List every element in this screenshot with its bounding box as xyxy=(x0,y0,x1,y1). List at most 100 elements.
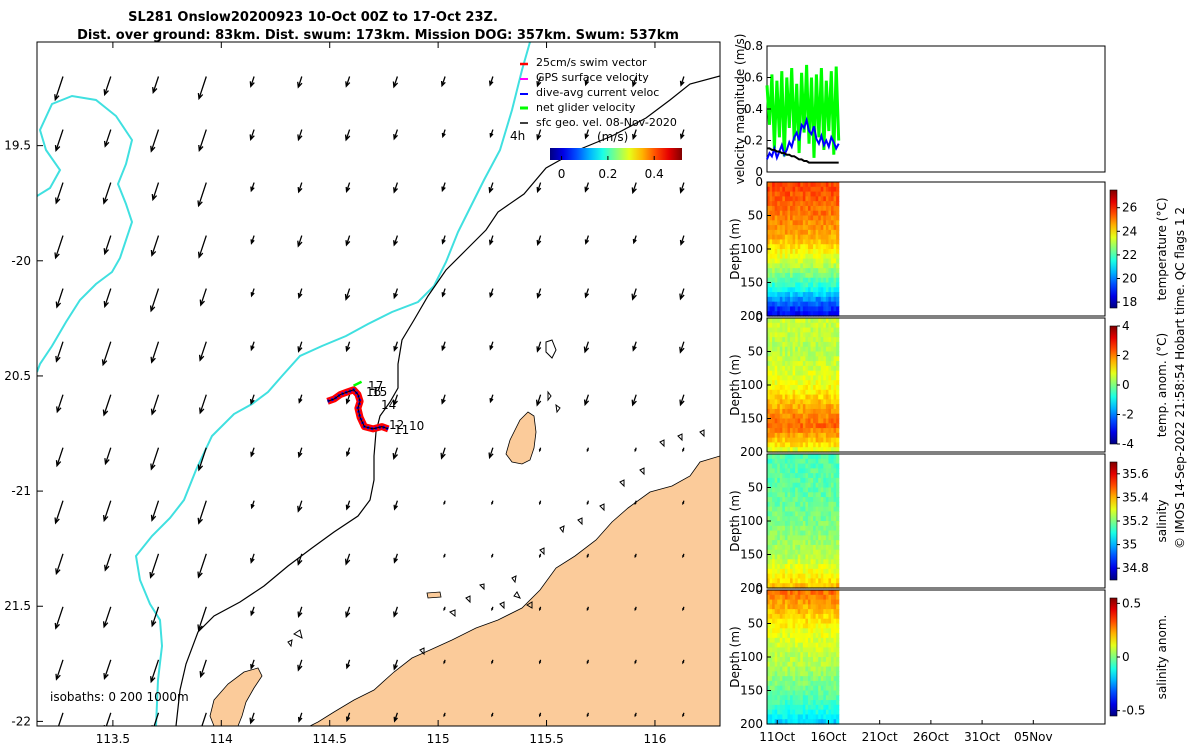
colorbar-tick-label: 18 xyxy=(1122,295,1137,309)
flow-vector xyxy=(634,659,637,665)
heatmap-cell xyxy=(836,428,840,434)
heatmap-cell xyxy=(825,322,830,329)
heatmap-cell xyxy=(831,210,835,217)
heatmap-cell xyxy=(807,327,812,333)
heatmap-cell xyxy=(823,196,827,202)
heatmap-cell xyxy=(815,647,819,653)
flow-vector xyxy=(345,182,351,194)
heatmap-cell xyxy=(772,229,776,236)
heatmap-cell xyxy=(831,432,835,439)
heatmap-cell xyxy=(820,637,824,644)
heatmap-cell xyxy=(784,618,789,625)
heatmap-cell xyxy=(836,234,840,241)
flow-vector xyxy=(679,235,685,246)
heatmap-cell xyxy=(831,657,835,663)
heatmap-cell xyxy=(810,719,814,725)
heatmap-cell xyxy=(805,215,809,221)
heatmap-cell xyxy=(800,186,804,193)
heatmap-cell xyxy=(779,268,783,274)
heatmap-cell xyxy=(818,380,822,386)
heatmap-cell xyxy=(790,609,794,615)
heatmap-cell xyxy=(802,487,807,493)
heatmap-cell xyxy=(836,618,840,625)
heatmap-cell xyxy=(833,282,837,288)
flow-vector xyxy=(197,235,207,259)
heatmap-cell xyxy=(802,642,807,649)
heatmap-cell xyxy=(823,501,827,508)
heatmap-cell xyxy=(782,477,786,484)
flow-vector xyxy=(634,447,637,453)
heatmap-cell xyxy=(802,709,807,716)
heatmap-cell xyxy=(787,719,791,725)
heatmap-cell xyxy=(787,186,791,193)
heatmap-cell xyxy=(795,437,799,444)
flow-vector xyxy=(440,76,446,88)
heatmap-cell xyxy=(805,482,809,489)
heatmap-cell xyxy=(779,428,783,434)
heatmap-cell xyxy=(769,568,773,575)
heatmap-cell xyxy=(772,700,776,706)
flow-vector xyxy=(297,182,303,194)
heatmap-cell xyxy=(805,506,809,513)
heatmap-cell xyxy=(774,535,778,541)
heatmap-cell xyxy=(831,346,835,353)
heatmap-cell xyxy=(818,253,822,260)
heatmap-cell xyxy=(831,590,835,596)
heatmap-cell xyxy=(807,661,812,668)
heatmap-cell xyxy=(777,549,781,556)
heatmap-cell xyxy=(810,501,814,508)
velocity-y-tick-label: 0.4 xyxy=(744,102,763,116)
heatmap-cell xyxy=(825,408,830,415)
heatmap-cell xyxy=(836,404,840,410)
heatmap-cell xyxy=(800,501,804,508)
heatmap-cell xyxy=(818,229,822,236)
heatmap-cell xyxy=(831,604,835,610)
heatmap-cell xyxy=(767,468,771,474)
heatmap-cell xyxy=(820,408,824,415)
heatmap-cell xyxy=(815,306,819,312)
heatmap-cell xyxy=(823,676,827,682)
heatmap-cell xyxy=(797,205,801,212)
heatmap-cell xyxy=(767,263,771,269)
heatmap-cell xyxy=(795,594,799,601)
heatmap-cell xyxy=(795,365,799,372)
heatmap-cell xyxy=(805,432,809,439)
heatmap-cell xyxy=(767,564,771,570)
heatmap-cell xyxy=(779,535,783,541)
heatmap-cell xyxy=(772,380,776,386)
heatmap-cell xyxy=(815,458,819,465)
heatmap-cell xyxy=(777,370,781,377)
heatmap-cell xyxy=(777,511,781,517)
heatmap-cell xyxy=(807,628,812,634)
heatmap-cell xyxy=(790,564,794,570)
heatmap-cell xyxy=(784,482,789,489)
heatmap-cell xyxy=(790,549,794,556)
heatmap-cell xyxy=(787,370,791,377)
heatmap-cell xyxy=(784,258,789,264)
heatmap-cell xyxy=(820,521,824,527)
heatmap-cell xyxy=(813,418,817,424)
heatmap-cell xyxy=(818,709,822,716)
heatmap-cell xyxy=(802,549,807,556)
heatmap-cell xyxy=(777,220,781,226)
heatmap-cell xyxy=(802,671,807,677)
heatmap-cell xyxy=(767,482,771,489)
flow-vector xyxy=(198,341,207,362)
heatmap-cell xyxy=(792,346,796,353)
heatmap-cell xyxy=(787,564,791,570)
heatmap-cell xyxy=(825,442,830,448)
heatmap-cell xyxy=(831,239,835,245)
heatmap-cell xyxy=(782,604,786,610)
heatmap-cell xyxy=(828,346,832,353)
heatmap-cell xyxy=(792,599,796,605)
heatmap-cell xyxy=(769,492,773,498)
heatmap-cell xyxy=(779,666,783,672)
heatmap-cell xyxy=(774,477,778,484)
heatmap-cell xyxy=(774,642,778,649)
heatmap-cell xyxy=(792,287,796,293)
heatmap-cell xyxy=(836,385,840,391)
heatmap-cell xyxy=(769,671,773,677)
flow-vector xyxy=(297,341,303,353)
heatmap-cell xyxy=(774,501,778,508)
heatmap-cell xyxy=(782,399,786,405)
